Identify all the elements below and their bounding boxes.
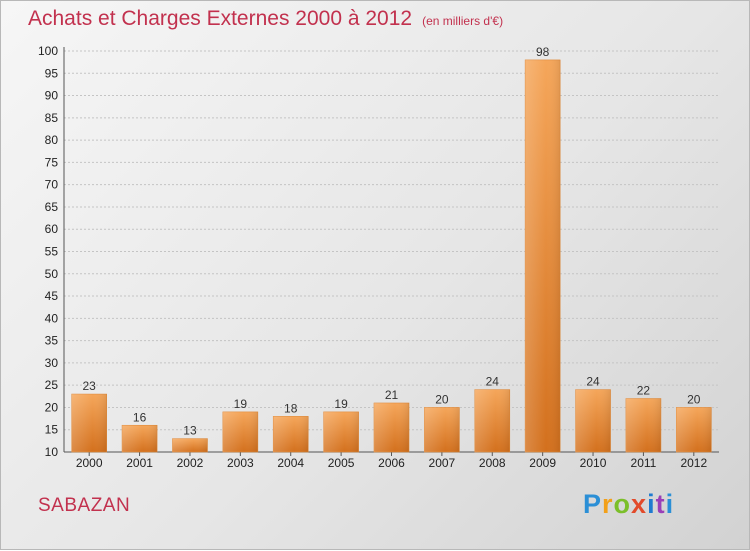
data-label: 24 xyxy=(586,375,600,389)
logo-letter: x xyxy=(631,489,648,519)
bar-shade xyxy=(273,416,309,452)
y-tick-label: 20 xyxy=(45,400,59,414)
y-tick-label: 40 xyxy=(45,311,59,325)
bar-shade xyxy=(525,59,561,453)
bar-shade xyxy=(172,438,208,452)
y-tick-label: 30 xyxy=(45,356,59,370)
bars xyxy=(71,59,712,453)
data-label: 24 xyxy=(486,375,500,389)
logo-letter: r xyxy=(602,489,614,519)
x-tick-label: 2002 xyxy=(177,456,204,470)
data-label: 98 xyxy=(536,45,550,59)
x-tick-label: 2008 xyxy=(479,456,506,470)
x-tick-label: 2012 xyxy=(680,456,707,470)
logo-letter: i xyxy=(647,489,656,519)
y-tick-label: 85 xyxy=(45,111,59,125)
bar-shade xyxy=(71,394,107,452)
y-tick-label: 60 xyxy=(45,222,59,236)
chart-unit: (en milliers d'€) xyxy=(422,14,504,28)
x-tick-label: 2006 xyxy=(378,456,405,470)
x-tick-label: 2011 xyxy=(631,456,657,470)
data-label: 19 xyxy=(334,397,348,411)
y-tick-label: 100 xyxy=(38,44,58,58)
y-tick-label: 95 xyxy=(45,66,59,80)
y-tick-label: 35 xyxy=(45,334,59,348)
x-tick-label: 2000 xyxy=(76,456,103,470)
data-label: 23 xyxy=(83,379,97,393)
bar-shade xyxy=(374,402,409,452)
bar-shade xyxy=(625,398,661,452)
data-label: 21 xyxy=(385,388,399,402)
data-label: 20 xyxy=(687,392,701,406)
logo-letter: P xyxy=(583,489,603,519)
y-tick-label: 55 xyxy=(45,245,59,259)
bar-shade xyxy=(474,389,510,452)
x-tick-label: 2009 xyxy=(529,456,556,470)
place-name: SABAZAN xyxy=(38,495,131,516)
y-tick-label: 75 xyxy=(45,155,59,169)
y-tick-label: 45 xyxy=(45,289,59,303)
x-tick-label: 2001 xyxy=(126,456,153,470)
y-tick-label: 10 xyxy=(45,445,59,459)
chart-title-text: Achats et Charges Externes 2000 à 2012 xyxy=(28,7,413,30)
data-label: 19 xyxy=(234,397,248,411)
x-tick-label: 2010 xyxy=(580,456,607,470)
x-tick-label: 2005 xyxy=(328,456,355,470)
chart-title: Achats et Charges Externes 2000 à 2012 (e… xyxy=(28,7,503,31)
y-tick-label: 25 xyxy=(45,378,59,392)
bar-shade xyxy=(122,425,158,452)
y-tick-label: 90 xyxy=(45,89,59,103)
x-tick-label: 2003 xyxy=(227,456,254,470)
labels: 23 16 13 19 18 19 21 20 24 98 24 22 20 xyxy=(83,45,701,438)
logo-letter: i xyxy=(665,489,675,519)
y-tick-label: 50 xyxy=(45,267,59,281)
data-label: 20 xyxy=(435,392,449,406)
bar-shade xyxy=(222,411,258,452)
x-tick-label: 2004 xyxy=(277,456,304,470)
x-tick-label: 2007 xyxy=(429,456,456,470)
bar-shade xyxy=(575,389,611,452)
logo-letter: o xyxy=(613,489,632,519)
bar-shade xyxy=(323,411,359,452)
data-label: 13 xyxy=(183,424,197,438)
data-label: 18 xyxy=(284,401,298,415)
logo-letter: t xyxy=(655,489,666,519)
data-label: 16 xyxy=(133,410,147,424)
y-tick-label: 15 xyxy=(45,423,59,437)
bar-shade xyxy=(424,407,460,452)
y-tick-label: 65 xyxy=(45,200,59,214)
bar-shade xyxy=(676,407,712,452)
y-tick-label: 80 xyxy=(45,133,59,147)
y-tick-label: 70 xyxy=(45,178,59,192)
data-label: 22 xyxy=(637,384,651,398)
proxiti-logo: Proxiti xyxy=(583,489,674,520)
